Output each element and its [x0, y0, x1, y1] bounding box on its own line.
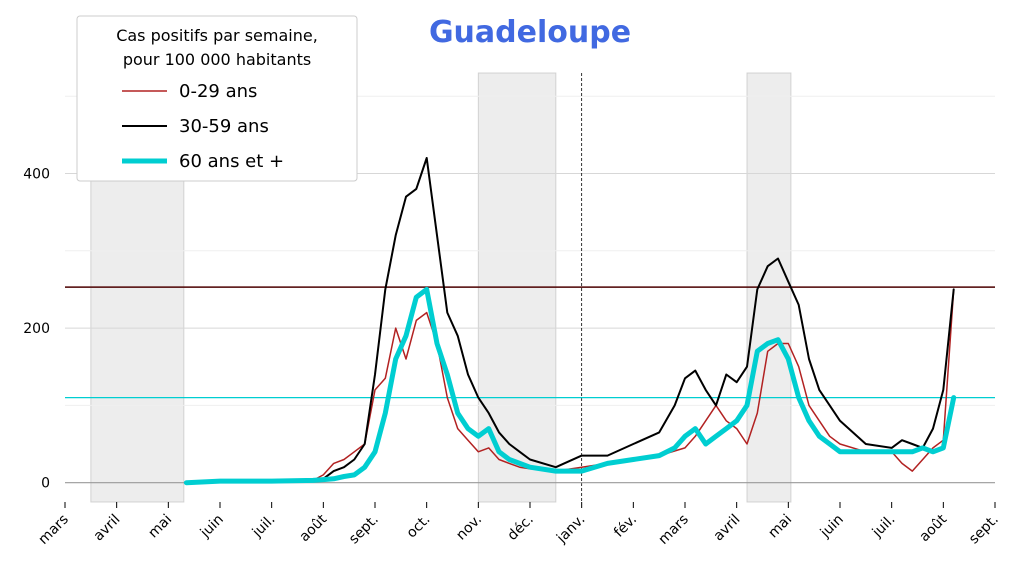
x-tick-label: mai	[145, 512, 175, 542]
x-tick-label: août	[297, 511, 331, 545]
x-tick-label: mars	[656, 512, 692, 548]
x-tick-label: janv.	[553, 512, 588, 547]
legend-label-2: 60 ans et +	[179, 151, 284, 172]
x-tick-label: déc.	[505, 512, 537, 544]
legend-frame	[76, 15, 358, 182]
x-axis: mars avril mai juin juil. août sept. oct. nov. dé…	[36, 502, 1002, 548]
x-tick-label: sept.	[966, 512, 1002, 548]
series-line-2	[183, 286, 957, 486]
x-tick-label: fév.	[611, 512, 640, 541]
legend-title-line-2: pour 100 000 habitants	[123, 50, 311, 69]
x-tick-label: oct.	[404, 512, 434, 542]
legend-label-1: 30-59 ans	[179, 116, 269, 137]
x-tick-label: avril	[91, 512, 124, 545]
x-tick-label: mai	[765, 512, 795, 542]
y-tick-label: 200	[23, 321, 50, 337]
x-tick-label: sept.	[346, 512, 382, 548]
x-tick-label: mars	[36, 512, 72, 548]
x-tick-label: juil.	[869, 512, 899, 542]
x-tick-label: juin	[817, 512, 847, 542]
legend-title-line-1: Cas positifs par semaine,	[116, 26, 318, 45]
chart-title: Guadeloupe	[429, 15, 631, 50]
x-tick-label: juil.	[249, 512, 279, 542]
x-tick-label: avril	[711, 512, 744, 545]
legend-label-0: 0-29 ans	[179, 81, 257, 102]
x-tick-label: août	[917, 511, 951, 545]
y-axis: 0 200 400	[23, 166, 50, 491]
x-tick-label: nov.	[453, 512, 485, 544]
y-tick-label: 0	[41, 476, 50, 492]
series-lines	[183, 157, 957, 486]
x-tick-label: juin	[197, 512, 227, 542]
series-line-1	[185, 157, 955, 484]
y-tick-label: 400	[23, 166, 50, 182]
legend: Cas positifs par semaine, pour 100 000 h…	[76, 15, 358, 182]
